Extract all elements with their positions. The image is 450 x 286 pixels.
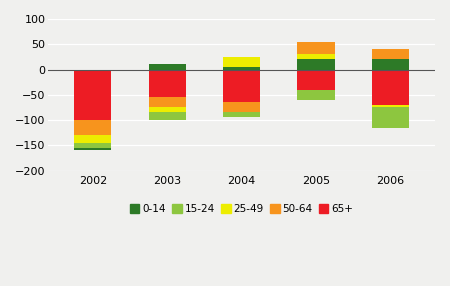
Bar: [223, 112, 260, 118]
Bar: [74, 135, 112, 143]
Bar: [74, 143, 112, 148]
Bar: [74, 148, 112, 150]
Bar: [223, 57, 260, 67]
Bar: [372, 49, 409, 59]
Bar: [148, 69, 186, 97]
Bar: [372, 59, 409, 69]
Bar: [148, 97, 186, 108]
Bar: [148, 64, 186, 69]
Bar: [74, 69, 112, 120]
Bar: [372, 108, 409, 128]
Bar: [297, 59, 335, 69]
Bar: [372, 69, 409, 105]
Bar: [223, 69, 260, 102]
Bar: [297, 90, 335, 100]
Bar: [148, 108, 186, 112]
Bar: [223, 67, 260, 69]
Bar: [148, 112, 186, 120]
Bar: [297, 42, 335, 54]
Bar: [297, 69, 335, 90]
Bar: [297, 54, 335, 59]
Bar: [223, 102, 260, 112]
Legend: 0-14, 15-24, 25-49, 50-64, 65+: 0-14, 15-24, 25-49, 50-64, 65+: [126, 200, 358, 218]
Bar: [74, 120, 112, 135]
Bar: [372, 105, 409, 108]
